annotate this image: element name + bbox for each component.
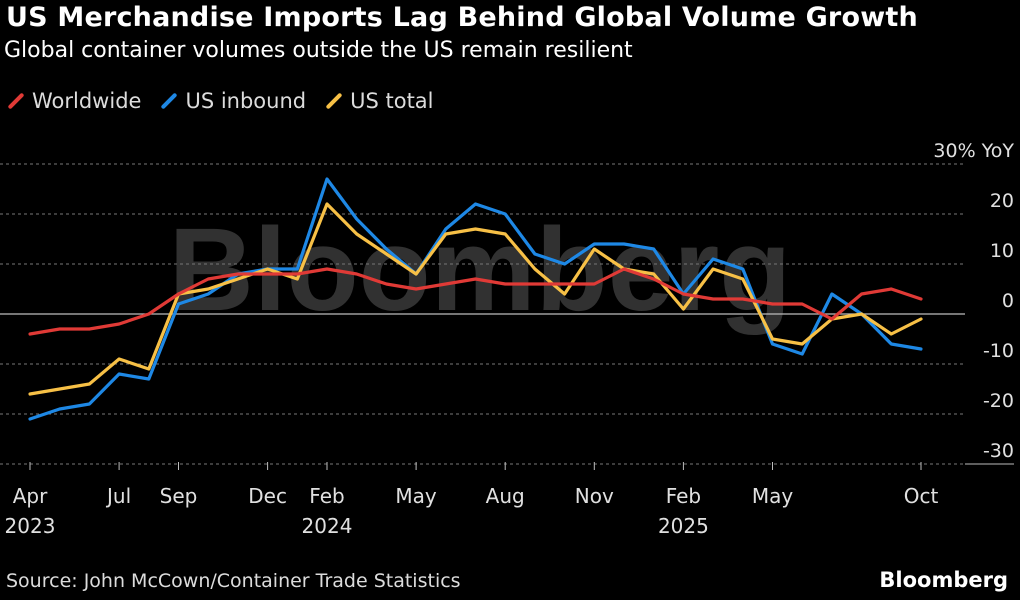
y-tick-label: 10 bbox=[990, 240, 1014, 262]
series-line-us-inbound bbox=[28, 177, 923, 421]
legend-item-us-total: US total bbox=[324, 89, 434, 113]
x-tick-label: May bbox=[752, 484, 794, 508]
series-line-worldwide bbox=[28, 267, 923, 336]
chart-subtitle: Global container volumes outside the US … bbox=[4, 38, 633, 63]
x-tick-label: Apr bbox=[13, 484, 48, 508]
legend-item-worldwide: Worldwide bbox=[6, 89, 141, 113]
y-tick-label: 20 bbox=[990, 190, 1014, 212]
y-tick-label: 0 bbox=[1002, 290, 1014, 312]
y-tick-label: -30 bbox=[983, 440, 1014, 462]
legend-label-us-inbound: US inbound bbox=[185, 89, 307, 113]
x-tick-label: Oct bbox=[904, 484, 939, 508]
legend-label-worldwide: Worldwide bbox=[32, 89, 142, 113]
x-tick-label: Feb bbox=[309, 484, 344, 508]
y-tick-label: 30% YoY bbox=[933, 140, 1014, 162]
x-tick-year-label: 2025 bbox=[658, 514, 709, 538]
bloomberg-logo: Bloomberg bbox=[879, 568, 1008, 592]
x-tick-label: May bbox=[395, 484, 437, 508]
x-tick-label: Nov bbox=[575, 484, 614, 508]
x-tick-label: Dec bbox=[248, 484, 287, 508]
legend: Worldwide US inbound US total bbox=[6, 86, 434, 116]
x-tick-year-label: 2023 bbox=[5, 514, 56, 538]
x-tick-label: Aug bbox=[486, 484, 525, 508]
y-tick-label: -20 bbox=[983, 390, 1014, 412]
x-tick-label: Feb bbox=[666, 484, 701, 508]
x-tick-label: Jul bbox=[105, 484, 131, 508]
legend-swatch-us-total bbox=[325, 92, 343, 110]
legend-item-us-inbound: US inbound bbox=[159, 89, 306, 113]
y-tick-label: -10 bbox=[983, 340, 1014, 362]
x-tick-year-label: 2024 bbox=[302, 514, 353, 538]
chart-title: US Merchandise Imports Lag Behind Global… bbox=[6, 2, 918, 33]
legend-swatch-worldwide bbox=[7, 92, 25, 110]
legend-label-us-total: US total bbox=[350, 89, 434, 113]
source-note: Source: John McCown/Container Trade Stat… bbox=[6, 570, 461, 592]
x-tick-label: Sep bbox=[160, 484, 198, 508]
legend-swatch-us-inbound bbox=[160, 92, 178, 110]
